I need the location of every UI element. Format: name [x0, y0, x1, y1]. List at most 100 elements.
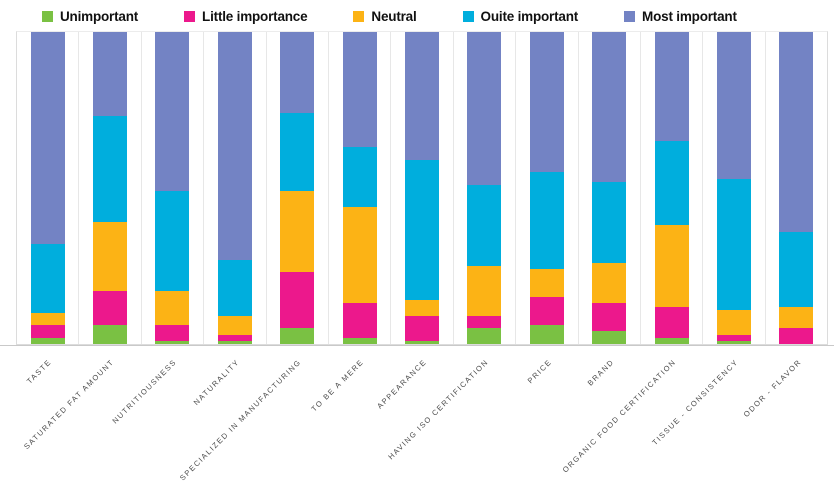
x-tick-label-organic-food-certification: ORGANIC FOOD CERTIFICATION	[560, 357, 679, 475]
segment-unimportant	[467, 328, 502, 344]
x-tick-label-naturality: NATURALITY	[191, 357, 241, 407]
x-tick-label-odor-flavor: ODOR - FLAVOR	[741, 357, 803, 419]
stacked-bar-specialized-in-manufacturing	[280, 32, 315, 344]
stacked-bar-odor-flavor	[779, 32, 814, 344]
legend-item-ouite-important: Ouite important	[462, 9, 578, 24]
segment-ouite-important	[280, 113, 315, 192]
segment-neutral	[280, 191, 315, 273]
segment-ouite-important	[716, 178, 751, 310]
segment-ouite-important	[529, 172, 564, 270]
x-tick-label-specialized-in-manufacturing: SPECIALIZED IN MANUFACTURING	[178, 357, 304, 483]
segment-unimportant	[280, 328, 315, 344]
stacked-bar-organic-food-certification	[654, 32, 689, 344]
segment-little-importance	[592, 303, 627, 332]
segment-ouite-important	[467, 184, 502, 266]
segment-unimportant	[30, 337, 65, 344]
segment-little-importance	[155, 325, 190, 341]
category-column-brand	[579, 32, 641, 344]
segment-little-importance	[30, 325, 65, 338]
segment-most-important	[592, 32, 627, 182]
segment-ouite-important	[654, 141, 689, 226]
stacked-bar-saturated-fat-amount	[93, 32, 128, 344]
segment-little-importance	[217, 334, 252, 341]
segment-little-importance	[280, 272, 315, 329]
segment-most-important	[654, 32, 689, 142]
segment-unimportant	[155, 340, 190, 344]
x-axis-labels: TASTE SATURATED FAT AMOUNT NUTRITIOUSNESS N…	[0, 346, 834, 486]
x-tick-label-having-iso-certification: HAVING ISO CERTIFICATION	[386, 357, 491, 462]
category-column-naturality	[204, 32, 267, 344]
legend-label: Little importance	[202, 8, 308, 24]
segment-ouite-important	[93, 116, 128, 223]
segment-neutral	[30, 312, 65, 326]
category-column-to-be-a-mere	[329, 32, 392, 344]
legend-item-most-important: Most important	[624, 9, 737, 24]
segment-most-important	[342, 32, 377, 148]
segment-unimportant	[654, 337, 689, 344]
x-tick-label-brand: BRAND	[585, 357, 616, 388]
stacked-bar-having-iso-certification	[467, 32, 502, 344]
segment-neutral	[592, 262, 627, 304]
segment-unimportant	[93, 325, 128, 344]
segment-ouite-important	[342, 147, 377, 207]
segment-neutral	[529, 269, 564, 298]
category-column-appearance	[391, 32, 454, 344]
segment-neutral	[654, 225, 689, 307]
legend-swatch-neutral	[353, 10, 365, 22]
legend-swatch-unimportant	[42, 10, 53, 22]
stacked-bar-naturality	[217, 32, 252, 344]
x-tick-label-appearance: APPEARANCE	[374, 357, 429, 411]
segment-most-important	[30, 32, 65, 245]
stacked-bar-brand	[592, 32, 627, 344]
segment-most-important	[529, 32, 564, 173]
category-column-organic-food-certification	[641, 32, 704, 344]
segment-little-importance	[342, 303, 377, 338]
segment-most-important	[716, 32, 751, 179]
category-column-having-iso-certification	[454, 32, 517, 344]
stacked-bar-appearance	[405, 32, 440, 344]
stacked-bar-taste	[30, 32, 65, 344]
segment-neutral	[716, 309, 751, 335]
category-column-tissue-consistency	[703, 32, 766, 344]
segment-most-important	[467, 32, 502, 185]
x-tick-label-to-be-a-mere: TO BE A MERE	[309, 357, 366, 414]
segment-little-importance	[405, 315, 440, 341]
legend-swatch-little-importance	[184, 10, 196, 22]
segment-unimportant	[529, 325, 564, 344]
category-column-nutritiousness	[142, 32, 205, 344]
legend-label: Most important	[642, 8, 737, 24]
category-column-taste	[17, 32, 80, 344]
legend-swatch-most-important	[624, 10, 636, 22]
segment-ouite-important	[30, 244, 65, 313]
segment-most-important	[280, 32, 315, 114]
segment-most-important	[93, 32, 128, 117]
segment-neutral	[342, 206, 377, 304]
legend: Unimportant Little importance Neutral Ou…	[42, 6, 737, 26]
plot-area	[16, 31, 828, 345]
segment-little-importance	[716, 334, 751, 341]
segment-little-importance	[93, 290, 128, 326]
segment-little-importance	[529, 297, 564, 326]
x-tick-label-nutritiousness: NUTRITIOUSNESS	[110, 357, 179, 426]
stacked-bar-nutritiousness	[155, 32, 190, 344]
stacked-bar-tissue-consistency	[716, 32, 751, 344]
segment-unimportant	[342, 337, 377, 344]
segment-neutral	[155, 290, 190, 326]
legend-item-neutral: Neutral	[353, 9, 417, 24]
stacked-bar-price	[529, 32, 564, 344]
segment-ouite-important	[405, 159, 440, 301]
segment-little-importance	[654, 306, 689, 338]
segment-ouite-important	[592, 181, 627, 263]
category-column-saturated-fat-amount	[79, 32, 142, 344]
legend-item-unimportant: Unimportant	[42, 9, 138, 24]
segment-ouite-important	[217, 259, 252, 316]
x-tick-label-price: PRICE	[525, 357, 554, 386]
category-column-price	[516, 32, 579, 344]
segment-unimportant	[405, 340, 440, 344]
segment-ouite-important	[779, 231, 814, 307]
x-tick-label-taste: TASTE	[25, 357, 54, 386]
segment-most-important	[779, 32, 814, 232]
segment-neutral	[467, 265, 502, 316]
segment-unimportant	[716, 340, 751, 344]
segment-neutral	[217, 315, 252, 335]
